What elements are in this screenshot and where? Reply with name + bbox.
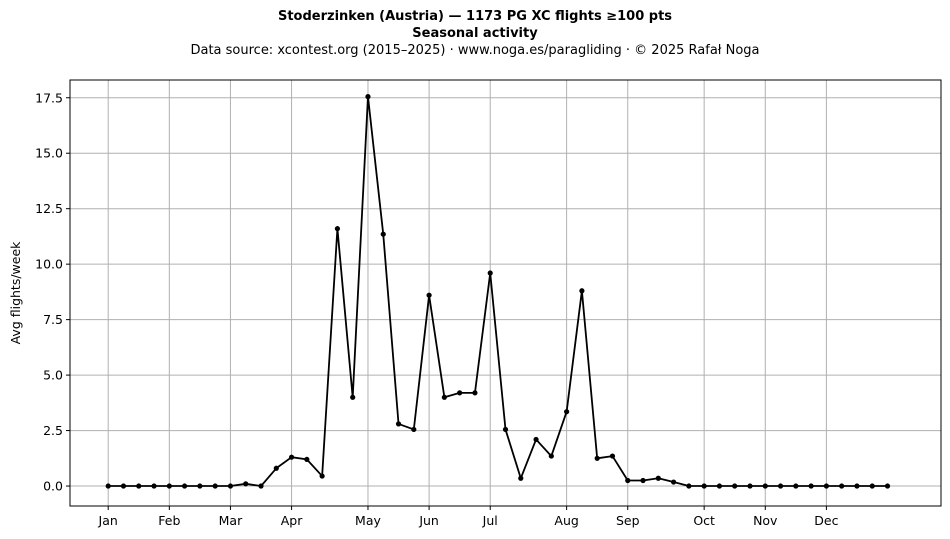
data-point: [151, 483, 157, 489]
x-tick-label: Aug: [554, 513, 578, 528]
x-tick-label: Jan: [98, 513, 118, 528]
data-point: [579, 288, 585, 294]
data-point: [884, 483, 891, 489]
y-tick-label: 10.0: [35, 257, 63, 272]
title-block: Stoderzinken (Austria) — 1173 PG XC flig…: [0, 8, 950, 60]
data-point: [457, 390, 463, 396]
x-tick-label: May: [355, 513, 381, 528]
data-point: [823, 483, 829, 489]
x-tick-label: Oct: [693, 513, 715, 528]
data-point: [609, 453, 616, 459]
data-point: [548, 453, 554, 459]
y-tick-label: 15.0: [35, 146, 63, 161]
data-point: [304, 456, 310, 463]
data-point: [472, 390, 478, 396]
y-axis-label: Avg flights/week: [8, 241, 23, 345]
data-point: [808, 483, 814, 489]
data-point: [258, 483, 264, 489]
data-point: [655, 475, 661, 481]
data-point: [380, 231, 386, 237]
data-point: [350, 394, 356, 400]
x-axis: Jan Feb Mar Apr May Jun Jul Aug Sep Oct Nov Dec: [98, 506, 839, 528]
data-point: [105, 483, 111, 489]
x-tick-label: Jun: [418, 513, 439, 528]
data-point: [716, 483, 723, 489]
data-point: [854, 483, 860, 489]
y-tick-label: 12.5: [35, 201, 63, 216]
data-point: [564, 409, 570, 415]
x-tick-label: Feb: [158, 513, 180, 528]
x-tick-label: Apr: [281, 513, 303, 528]
data-point: [166, 483, 172, 489]
y-tick-label: 5.0: [43, 368, 63, 383]
x-tick-label: Jul: [482, 513, 498, 528]
data-point: [869, 483, 875, 489]
chart-source: Data source: xcontest.org (2015–2025) · …: [190, 43, 760, 58]
y-tick-label: 2.5: [43, 423, 63, 438]
data-point: [182, 483, 188, 489]
data-point: [136, 483, 142, 489]
data-point: [762, 483, 768, 489]
y-axis: 0.0 2.5 5.0 7.5 10.0 12.5 15.0 17.5: [35, 90, 70, 494]
data-point: [120, 483, 127, 489]
data-point: [686, 483, 692, 489]
data-point: [273, 465, 279, 471]
y-tick-label: 7.5: [43, 312, 63, 327]
data-point: [227, 483, 234, 489]
series-line: [105, 94, 891, 489]
data-point: [212, 483, 218, 489]
data-point: [640, 477, 646, 484]
data-point: [518, 475, 524, 481]
x-tick-label: Mar: [219, 513, 243, 528]
data-point: [487, 270, 493, 276]
data-point: [594, 455, 600, 461]
data-point: [777, 483, 784, 489]
grid-lines: [70, 80, 941, 506]
data-point: [395, 421, 402, 427]
data-point: [839, 483, 845, 489]
data-point: [426, 292, 432, 298]
data-point: [502, 426, 509, 433]
x-tick-label: Nov: [753, 513, 778, 528]
chart-title: Stoderzinken (Austria) — 1173 PG XC flig…: [277, 9, 673, 24]
data-point: [732, 483, 738, 489]
data-point: [334, 226, 341, 232]
data-point: [411, 426, 417, 433]
data-point: [670, 479, 677, 485]
data-point: [441, 394, 447, 400]
data-point: [747, 483, 753, 489]
data-point: [701, 483, 707, 489]
y-tick-label: 0.0: [43, 479, 63, 494]
plot-frame: [69, 79, 942, 507]
y-tick-label: 17.5: [35, 90, 63, 105]
series-path: [108, 95, 888, 487]
data-point: [625, 477, 631, 484]
data-point: [319, 473, 325, 479]
data-point: [533, 436, 539, 443]
x-tick-label: Dec: [814, 513, 838, 528]
data-point: [243, 481, 249, 487]
data-point: [365, 94, 371, 100]
x-tick-label: Sep: [616, 513, 640, 528]
chart-subtitle: Seasonal activity: [412, 26, 538, 41]
data-point: [197, 483, 203, 489]
data-point: [288, 454, 295, 460]
data-point: [793, 483, 799, 489]
